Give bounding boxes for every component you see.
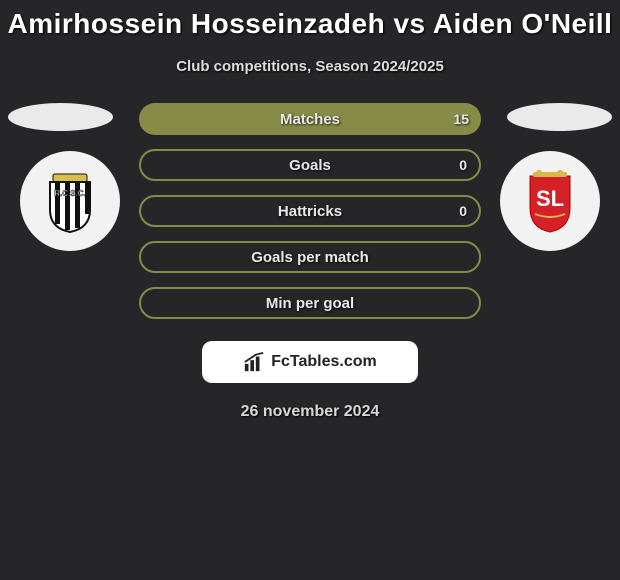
page-title: Amirhossein Hosseinzadeh vs Aiden O'Neil… bbox=[0, 0, 620, 40]
svg-text:R.C.S.C.: R.C.S.C. bbox=[54, 189, 86, 198]
comparison-area: R.C.S.C. SL Matches15Goals0Hattricks0Goa… bbox=[0, 103, 620, 421]
stat-value-right: 0 bbox=[459, 157, 467, 173]
stat-label: Goals per match bbox=[251, 249, 369, 266]
stat-value-right: 0 bbox=[459, 203, 467, 219]
standard-crest-icon: SL bbox=[515, 166, 585, 236]
stat-value-right: 15 bbox=[453, 111, 469, 127]
right-club-badge: SL bbox=[500, 151, 600, 251]
subtitle: Club competitions, Season 2024/2025 bbox=[0, 58, 620, 75]
stat-row: Matches 15 bbox=[139, 103, 481, 135]
stat-label: Hattricks bbox=[278, 203, 342, 220]
stat-row: Hattricks 0 bbox=[139, 195, 481, 227]
charleroi-crest-icon: R.C.S.C. bbox=[35, 166, 105, 236]
stat-row: Goals 0 bbox=[139, 149, 481, 181]
stats-container: Matches 15 Goals 0 Hattricks 0 Goals per match… bbox=[139, 103, 481, 319]
brand-text: FcTables.com bbox=[271, 353, 377, 371]
stat-row: Min per goal bbox=[139, 287, 481, 319]
chart-icon bbox=[243, 351, 265, 373]
left-player-ellipse bbox=[8, 103, 113, 131]
left-club-badge: R.C.S.C. bbox=[20, 151, 120, 251]
stat-label: Goals bbox=[289, 157, 331, 174]
date-text: 26 november 2024 bbox=[0, 403, 620, 421]
stat-label: Min per goal bbox=[266, 295, 354, 312]
svg-text:SL: SL bbox=[536, 186, 564, 211]
brand-box[interactable]: FcTables.com bbox=[202, 341, 418, 383]
right-player-ellipse bbox=[507, 103, 612, 131]
stat-label: Matches bbox=[280, 111, 340, 128]
stat-row: Goals per match bbox=[139, 241, 481, 273]
